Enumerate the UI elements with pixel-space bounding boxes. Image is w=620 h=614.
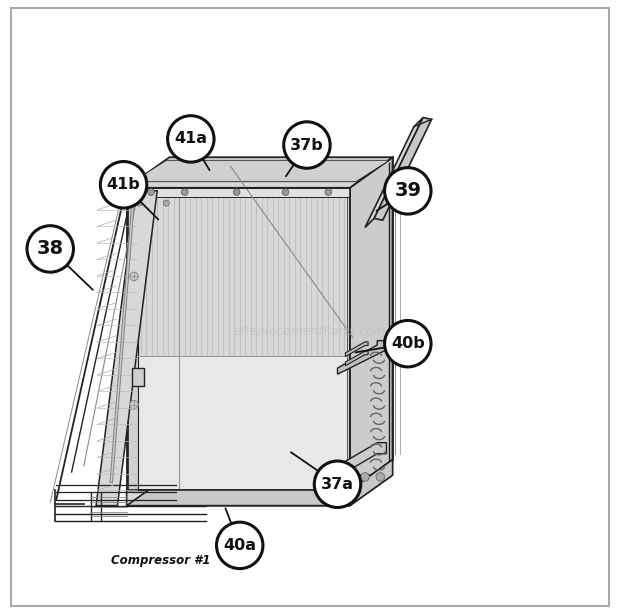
- Polygon shape: [96, 191, 157, 506]
- Polygon shape: [345, 351, 368, 366]
- Polygon shape: [133, 160, 389, 182]
- Circle shape: [181, 188, 188, 195]
- Polygon shape: [337, 443, 386, 477]
- Circle shape: [376, 473, 384, 481]
- Circle shape: [136, 200, 142, 206]
- Text: eReplacementParts.com: eReplacementParts.com: [234, 325, 386, 338]
- Circle shape: [100, 161, 147, 208]
- Polygon shape: [365, 117, 423, 228]
- Polygon shape: [350, 157, 392, 491]
- Text: 40a: 40a: [223, 538, 256, 553]
- Polygon shape: [126, 188, 138, 491]
- Polygon shape: [337, 341, 386, 375]
- Polygon shape: [130, 191, 347, 356]
- Text: 37b: 37b: [290, 138, 324, 152]
- Circle shape: [384, 321, 431, 367]
- Polygon shape: [126, 475, 392, 506]
- Circle shape: [130, 400, 138, 409]
- Circle shape: [314, 461, 361, 508]
- Circle shape: [384, 168, 431, 214]
- Polygon shape: [130, 356, 347, 489]
- Text: 40b: 40b: [391, 336, 425, 351]
- Polygon shape: [131, 368, 144, 386]
- Text: 39: 39: [394, 181, 422, 200]
- Polygon shape: [345, 342, 368, 357]
- Circle shape: [148, 188, 154, 195]
- Circle shape: [284, 122, 330, 168]
- Text: 41a: 41a: [174, 131, 207, 146]
- Polygon shape: [126, 460, 392, 506]
- Circle shape: [325, 188, 332, 195]
- Text: Compressor #1: Compressor #1: [110, 554, 210, 567]
- Text: 37a: 37a: [321, 476, 354, 492]
- Text: 38: 38: [37, 239, 64, 258]
- Circle shape: [163, 200, 169, 206]
- Polygon shape: [374, 117, 432, 220]
- Text: 41b: 41b: [107, 177, 141, 192]
- Circle shape: [216, 522, 263, 569]
- Circle shape: [361, 473, 370, 481]
- Polygon shape: [126, 188, 350, 491]
- Circle shape: [130, 272, 138, 281]
- Circle shape: [167, 115, 214, 162]
- Circle shape: [27, 226, 73, 272]
- Polygon shape: [126, 157, 392, 188]
- Circle shape: [282, 188, 289, 195]
- Circle shape: [233, 188, 240, 195]
- Polygon shape: [138, 188, 350, 197]
- Polygon shape: [350, 460, 392, 506]
